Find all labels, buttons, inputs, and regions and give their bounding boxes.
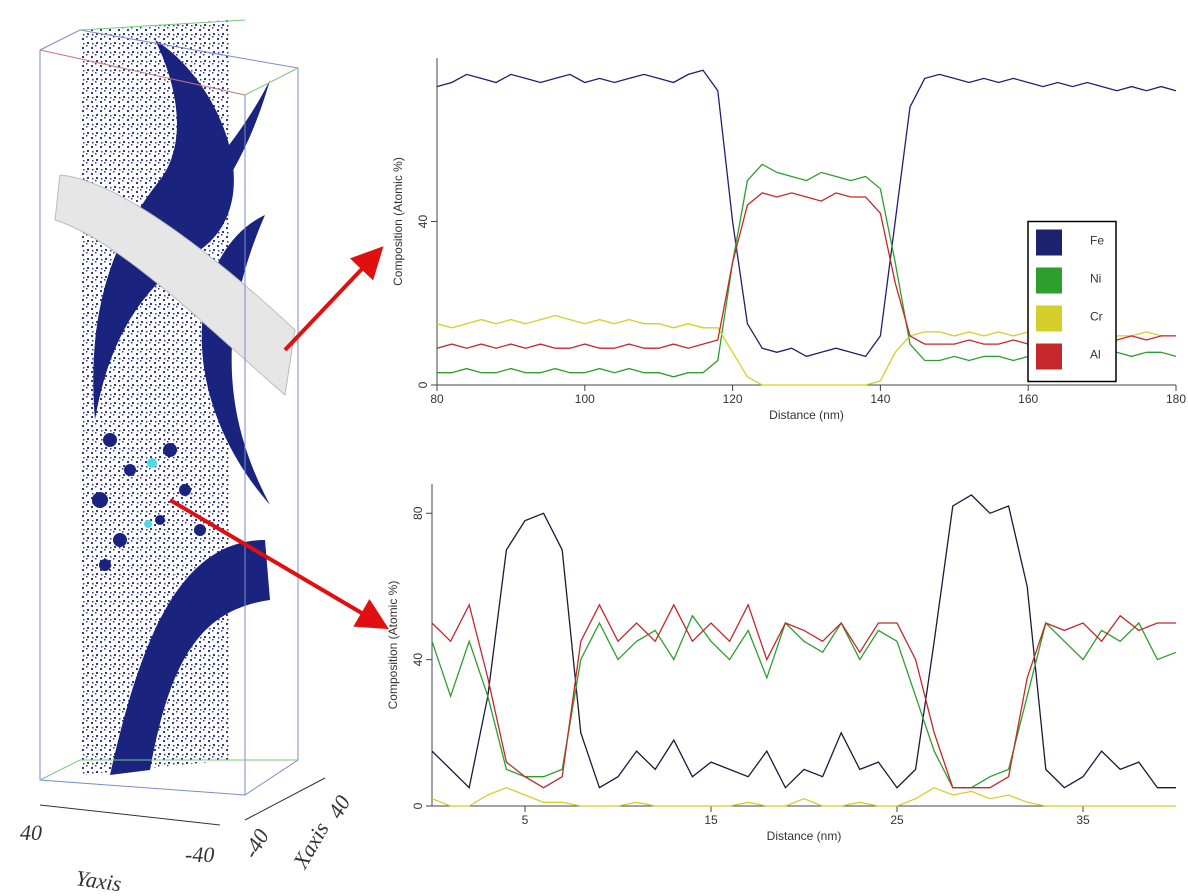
axis-ruler [39,804,221,826]
data-line [431,614,1177,789]
x-tick-label: 160 [1018,392,1038,406]
data-line [431,602,1176,789]
bounding-box [39,49,246,96]
precipitates [92,433,206,571]
y-tick-label: 40 [416,215,430,229]
bounding-box [244,67,299,96]
data-line [431,786,1176,807]
y-axis-tick: -40 [185,842,214,867]
x-tick-label: 100 [575,392,595,406]
marker [147,458,157,468]
legend-swatch [1036,343,1062,370]
x-axis-title: Xaxis [287,818,334,874]
data-line [431,494,1176,790]
legend-label: Fe [1090,234,1104,248]
y-axis-tick: 40 [20,820,42,845]
reconstruction: 40 -40 Yaxis -40 40 Xaxis [20,19,356,896]
x-tick-label: 25 [890,813,904,827]
legend-swatch [1036,305,1062,332]
x-axis-tick: 40 [323,791,356,823]
data-line [436,69,1177,358]
x-tick-label: 120 [723,392,743,406]
axis-frame [431,484,1176,807]
x-tick-label: 180 [1166,392,1186,406]
legend-label: Al [1090,348,1101,362]
x-tick-label: 35 [1076,813,1090,827]
arrow [283,246,384,352]
x-tick-label: 15 [704,813,718,827]
marker [144,520,152,528]
y-axis-title: Yaxis [74,865,123,896]
isosurface [175,80,270,240]
x-axis-tick: -40 [238,825,274,863]
y-axis-title: Composition (Atomic %) [391,157,405,286]
y-tick-label: 40 [411,653,425,667]
y-tick-label: 0 [416,381,430,388]
y-axis-title: Composition (Atomic %) [386,581,400,710]
y-tick-label: 80 [411,506,425,520]
x-axis-title: Distance (nm) [769,408,844,422]
legend-swatch [1036,267,1062,294]
legend-label: Cr [1090,310,1103,324]
y-tick-label: 0 [411,802,425,809]
x-tick-label: 140 [870,392,890,406]
x-tick-label: 80 [430,392,444,406]
bounding-box [79,19,246,31]
x-tick-label: 5 [522,813,529,827]
isosurface [110,540,270,775]
axis-ruler [244,777,326,821]
cylinder [54,174,296,396]
x-axis-title: Distance (nm) [767,829,842,843]
arrow [168,498,389,630]
bounding-box [39,759,81,781]
legend-swatch [1036,229,1062,256]
legend-label: Ni [1090,272,1101,286]
